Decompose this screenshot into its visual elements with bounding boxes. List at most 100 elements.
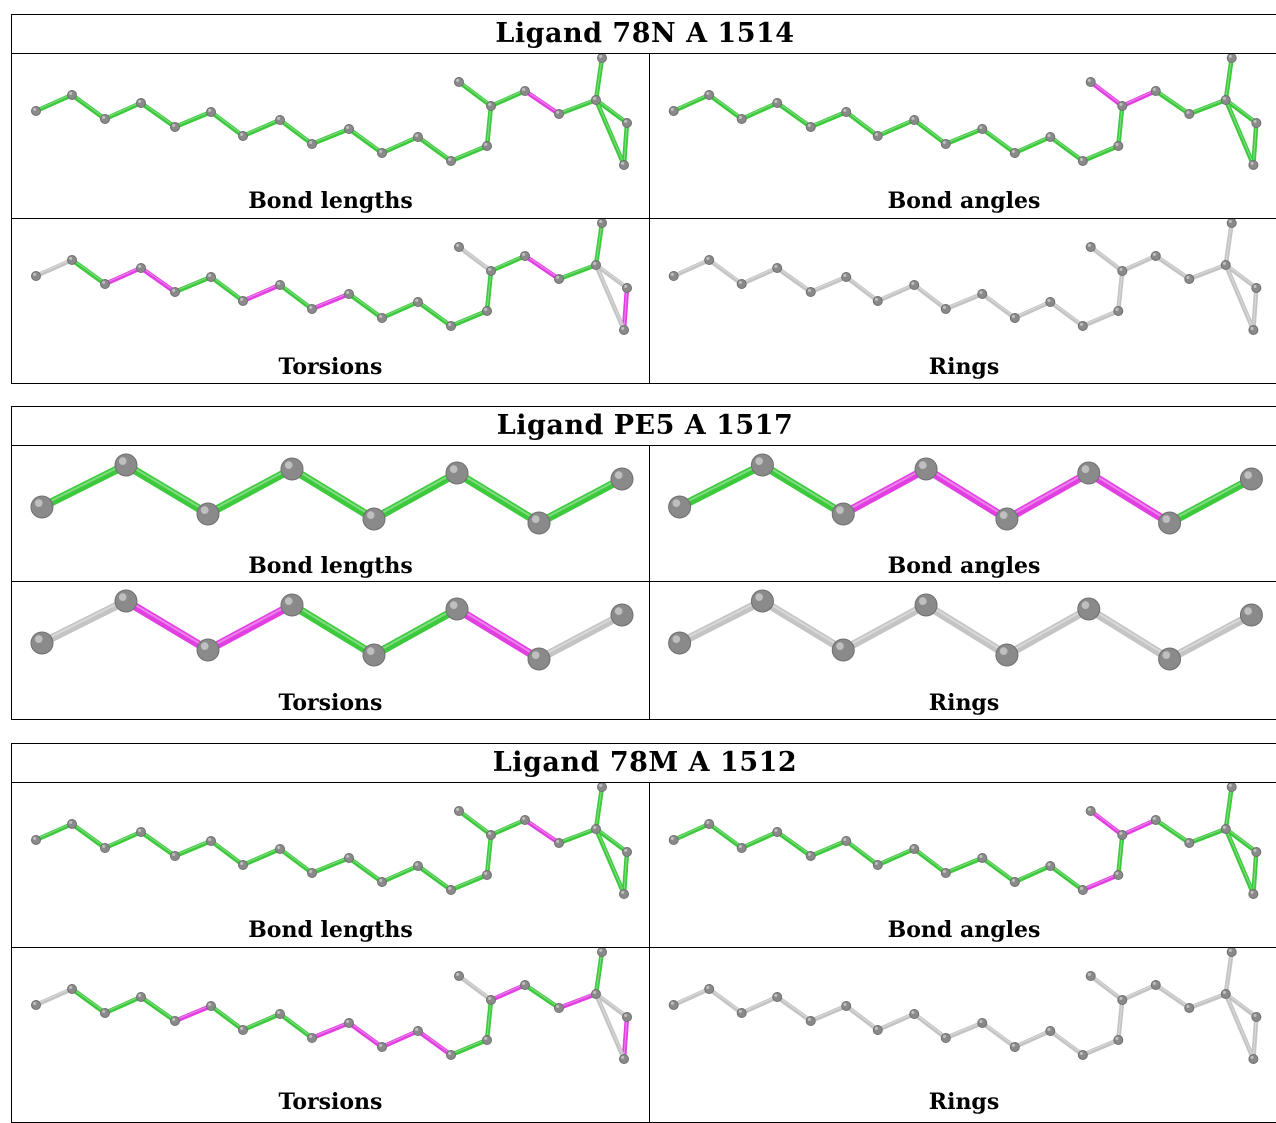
atom-shine: [807, 852, 811, 856]
bond-highlight: [776, 830, 812, 856]
atom-shine: [874, 297, 878, 301]
bond-outlier: [488, 982, 528, 1003]
bond-highlight: [913, 847, 947, 873]
bond-highlight: [1082, 144, 1119, 161]
bond-outlier: [379, 1028, 421, 1050]
atom: [527, 647, 551, 671]
atom: [1150, 815, 1161, 825]
atom-shine: [556, 275, 560, 279]
bond-outlier: [1120, 88, 1159, 109]
atom: [527, 511, 551, 535]
atom: [668, 495, 692, 519]
bond-highlight: [1082, 873, 1119, 890]
atom: [1248, 325, 1259, 335]
bond-highlight: [1155, 254, 1190, 279]
atom: [275, 844, 285, 854]
panel-label: Bond lengths: [248, 917, 413, 943]
bond-ok: [346, 855, 385, 885]
bond-highlight: [1225, 263, 1254, 330]
bond-highlight: [1169, 612, 1252, 659]
atom-shine: [522, 981, 526, 985]
bond-highlight: [348, 856, 383, 882]
bond-highlight: [1117, 270, 1123, 311]
atom: [482, 1035, 492, 1045]
atom: [831, 502, 855, 526]
bond-outlier: [240, 282, 283, 304]
atom-shine: [1244, 471, 1252, 479]
bond-ok: [172, 274, 214, 295]
atom: [750, 589, 774, 613]
bond-outlier: [522, 253, 562, 282]
bond-highlight: [845, 1004, 879, 1030]
atom: [1248, 1054, 1259, 1064]
atom-shine: [807, 288, 811, 292]
atom-shine: [531, 651, 540, 659]
bond-highlight: [810, 1004, 847, 1021]
atom-shine: [456, 807, 460, 811]
bond-highlight: [1189, 263, 1226, 279]
bond-outlier: [621, 285, 630, 333]
bond-highlight: [104, 101, 142, 119]
bond-highlight: [1252, 1016, 1257, 1059]
bond-outlier: [556, 991, 599, 1011]
bond-highlight: [242, 847, 281, 865]
atom-shine: [593, 990, 597, 994]
bond-highlight: [381, 864, 419, 882]
atom: [805, 851, 816, 861]
bond-highlight: [174, 839, 212, 856]
bond-neutral: [456, 973, 494, 1003]
bond-lengths-panel: Bond lengths: [12, 446, 649, 581]
atom: [619, 160, 629, 170]
atom: [206, 107, 216, 117]
bond-ok: [774, 100, 813, 130]
bond-ok: [593, 220, 605, 268]
atom: [30, 495, 54, 519]
atom-shine: [774, 264, 778, 268]
atom: [1045, 132, 1056, 142]
atom-shine: [1081, 601, 1090, 609]
panel-label: Bond angles: [887, 917, 1041, 943]
atom-shine: [456, 243, 460, 247]
bond-highlight: [348, 127, 383, 153]
bond-highlight: [71, 822, 106, 848]
atom-shine: [346, 290, 350, 294]
panel-label: Torsions: [278, 1089, 383, 1115]
atom-shine: [1115, 871, 1119, 875]
bond-highlight: [35, 93, 73, 111]
bond-ok: [943, 855, 985, 876]
atom: [445, 597, 469, 621]
bond-highlight: [945, 1021, 983, 1038]
bond-neutral: [1116, 997, 1125, 1043]
bond-outlier: [1002, 469, 1093, 523]
bond-neutral: [535, 611, 626, 663]
atom: [619, 1054, 629, 1064]
atom-shine: [138, 264, 142, 268]
bond-highlight: [1155, 89, 1190, 114]
atom-shine: [614, 471, 623, 479]
atom-shine: [738, 115, 742, 119]
atom: [1226, 54, 1237, 63]
atom: [275, 1009, 285, 1019]
atom-shine: [415, 1027, 419, 1031]
atom-shine: [33, 272, 37, 276]
bond-ok: [1187, 97, 1229, 117]
atom: [736, 1008, 747, 1018]
atom: [362, 643, 386, 667]
bond-neutral: [739, 265, 780, 287]
atom: [1085, 806, 1096, 816]
bond-highlight: [595, 992, 628, 1017]
bond-neutral: [774, 994, 813, 1024]
bond-highlight: [1169, 476, 1252, 523]
bond-ok: [1165, 475, 1256, 527]
bond-highlight: [1082, 309, 1119, 326]
bond-ok: [370, 605, 461, 659]
atom: [1184, 838, 1195, 848]
bond-ok: [1116, 832, 1125, 878]
atom: [136, 827, 146, 837]
bond-ok: [980, 855, 1018, 885]
bond-highlight: [458, 80, 492, 106]
bond-ok: [346, 291, 385, 321]
bond-highlight: [595, 98, 628, 123]
bond-ok: [33, 821, 75, 843]
bond-highlight: [490, 89, 526, 106]
